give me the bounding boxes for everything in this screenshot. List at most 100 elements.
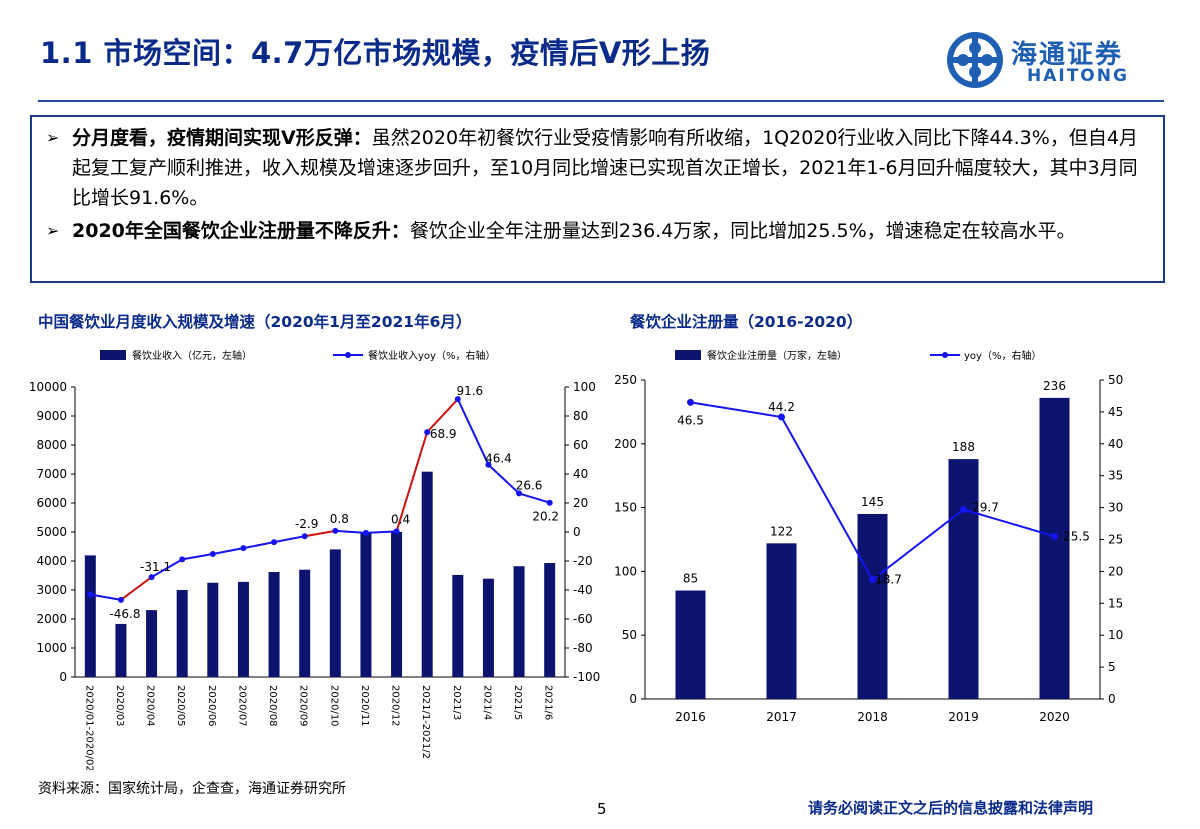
revenue-bar: [391, 532, 403, 677]
yoy-data-label: 0.8: [330, 512, 349, 526]
left-axis-tick-label: 7000: [36, 467, 67, 481]
revenue-bar: [513, 566, 525, 677]
registration-bar: [948, 459, 979, 699]
left-axis-tick-label: 10000: [29, 380, 67, 394]
x-tick-label: 2020/12: [390, 685, 401, 727]
yoy-point: [485, 461, 492, 468]
yoy-line-segment: [304, 529, 336, 538]
yoy-point: [960, 506, 967, 514]
right-axis-tick-label: 25: [1108, 533, 1123, 547]
right-axis-tick-label: 0: [573, 525, 581, 539]
yoy-point: [778, 413, 785, 421]
yoy-point: [687, 398, 694, 406]
yoy-line-segment: [120, 576, 153, 601]
x-tick-label: 2020/08: [267, 685, 278, 727]
right-axis-tick-label: 40: [573, 467, 588, 481]
left-axis-tick-label: 4000: [36, 554, 67, 568]
left-axis-tick-label: 5000: [36, 525, 67, 539]
yoy-line-segment: [487, 463, 520, 495]
chart2-title: 餐饮企业注册量（2016-2020）: [630, 313, 863, 331]
x-tick-label: 2021/1-2021/2: [420, 685, 431, 759]
chart1-title: 中国餐饮业月度收入规模及增速（2020年1月至2021年6月）: [38, 313, 472, 331]
x-tick-label: 2021/5: [512, 685, 523, 720]
revenue-bar: [207, 582, 219, 677]
yoy-point: [117, 596, 124, 603]
yoy-point: [148, 574, 155, 581]
bar-data-label: 188: [952, 440, 975, 454]
logo-text-cn: 海通证券: [1011, 40, 1124, 70]
bar-data-label: 85: [683, 572, 698, 586]
right-axis-tick-label: -80: [573, 641, 593, 655]
x-tick-label: 2020/03: [114, 685, 125, 727]
x-tick-label: 2020/06: [206, 685, 217, 727]
revenue-bar: [421, 471, 433, 677]
yoy-line-segment: [151, 558, 183, 578]
registration-bar: [766, 543, 797, 699]
yoy-point: [454, 396, 461, 403]
yoy-data-label: 26.6: [516, 478, 543, 492]
left-axis-tick-label: 6000: [36, 496, 67, 510]
legend-line-marker: [345, 352, 351, 358]
right-axis-tick-label: 45: [1108, 405, 1123, 419]
left-axis-tick-label: 9000: [36, 409, 67, 423]
yoy-line-segment: [212, 547, 244, 556]
revenue-bar: [146, 610, 158, 677]
revenue-bar: [115, 623, 127, 677]
right-axis-tick-label: 40: [1108, 437, 1123, 451]
x-tick-label: 2020/10: [328, 685, 339, 727]
revenue-bar: [176, 590, 188, 677]
data-source: 资料来源：国家统计局，企查查，海通证券研究所: [38, 781, 346, 797]
yoy-line-segment: [395, 431, 429, 532]
x-tick-label: 2020/07: [236, 685, 247, 727]
right-axis-tick-label: 100: [573, 380, 596, 394]
yoy-data-label: 91.6: [456, 384, 483, 398]
page-number: 5: [597, 800, 607, 818]
yoy-data-label: -2.9: [295, 517, 318, 531]
yoy-line-segment: [365, 530, 397, 534]
right-axis-tick-label: 10: [1108, 628, 1123, 642]
registration-bar: [857, 513, 888, 699]
left-axis-tick-label: 150: [614, 501, 637, 515]
revenue-bar: [268, 572, 280, 677]
left-axis-tick-label: 200: [614, 437, 637, 451]
yoy-line-segment: [243, 541, 275, 550]
summary-bullet: ➢ 分月度看，疫情期间实现V形反弹：虽然2020年初餐饮行业受疫情影响有所收缩，…: [46, 123, 1149, 213]
bullet-arrow-icon: ➢: [46, 221, 60, 240]
right-axis-tick-label: -20: [573, 554, 593, 568]
yoy-line-segment: [90, 593, 122, 601]
yoy-data-label: 68.9: [430, 427, 457, 441]
x-tick-label: 2021/6: [543, 685, 554, 720]
right-axis-tick-label: 35: [1108, 469, 1123, 483]
bullet-text: 餐饮企业全年注册量达到236.4万家，同比增加25.5%，增速稳定在较高水平。: [409, 220, 1076, 242]
logo-text-en: HAITONG: [1027, 66, 1129, 86]
company-logo: 海通证券 HAITONG: [945, 30, 1160, 90]
legend-line-label: 餐饮业收入yoy（%，右轴）: [368, 349, 495, 362]
legend-line-marker: [942, 352, 948, 358]
right-axis-tick-label: 5: [1108, 660, 1116, 674]
x-tick-label: 2017: [766, 710, 797, 724]
yoy-line-segment: [456, 398, 490, 466]
yoy-point: [424, 429, 431, 436]
x-tick-label: 2021/3: [451, 685, 462, 720]
yoy-point: [87, 591, 94, 598]
revenue-bar: [452, 574, 464, 677]
yoy-data-label: 18.7: [875, 573, 902, 587]
x-tick-label: 2020/05: [175, 685, 186, 727]
x-tick-label: 2020: [1039, 710, 1070, 724]
revenue-bar: [544, 563, 556, 677]
yoy-point: [1051, 532, 1058, 540]
haitong-logo-icon: [947, 32, 1003, 88]
revenue-bar: [237, 581, 249, 677]
summary-box: ➢ 分月度看，疫情期间实现V形反弹：虽然2020年初餐饮行业受疫情影响有所收缩，…: [30, 115, 1165, 283]
yoy-line-segment: [518, 492, 550, 504]
yoy-point: [179, 556, 186, 563]
legal-disclaimer-link[interactable]: 请务必阅读正文之后的信息披露和法律声明: [808, 799, 1094, 817]
revenue-bar: [360, 532, 372, 677]
chart2-registrations: 餐饮企业注册量（万家，左轴） yoy（%，右轴） 0 50 100 150 200 250 0…: [614, 349, 1123, 724]
yoy-point: [362, 529, 369, 536]
revenue-bar: [84, 555, 96, 677]
left-axis-tick-label: 1000: [36, 641, 67, 655]
x-tick-label: 2021/4: [481, 685, 492, 720]
legend-bar-label: 餐饮业收入（亿元，左轴）: [132, 349, 252, 362]
legend-bar-swatch: [675, 350, 701, 360]
